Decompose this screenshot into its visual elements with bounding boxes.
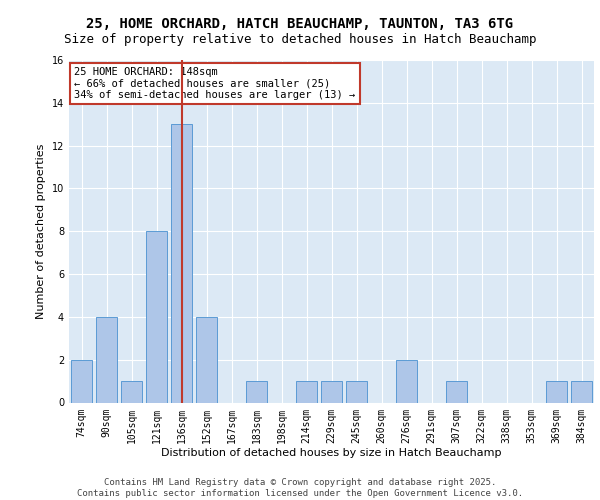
Bar [171, 124, 192, 402]
Bar [246, 381, 267, 402]
Bar [196, 317, 217, 402]
Text: 25 HOME ORCHARD: 148sqm
← 66% of detached houses are smaller (25)
34% of semi-de: 25 HOME ORCHARD: 148sqm ← 66% of detache… [74, 67, 355, 100]
Bar [546, 381, 567, 402]
Y-axis label: Number of detached properties: Number of detached properties [36, 144, 46, 319]
Bar [346, 381, 367, 402]
Bar [396, 360, 417, 403]
Text: 25, HOME ORCHARD, HATCH BEAUCHAMP, TAUNTON, TA3 6TG: 25, HOME ORCHARD, HATCH BEAUCHAMP, TAUNT… [86, 18, 514, 32]
Text: Size of property relative to detached houses in Hatch Beauchamp: Size of property relative to detached ho… [64, 32, 536, 46]
Bar [446, 381, 467, 402]
Bar [146, 231, 167, 402]
Bar [96, 317, 117, 402]
Bar [71, 360, 92, 403]
Text: Contains HM Land Registry data © Crown copyright and database right 2025.
Contai: Contains HM Land Registry data © Crown c… [77, 478, 523, 498]
Bar [296, 381, 317, 402]
X-axis label: Distribution of detached houses by size in Hatch Beauchamp: Distribution of detached houses by size … [161, 448, 502, 458]
Bar [121, 381, 142, 402]
Bar [321, 381, 342, 402]
Bar [571, 381, 592, 402]
